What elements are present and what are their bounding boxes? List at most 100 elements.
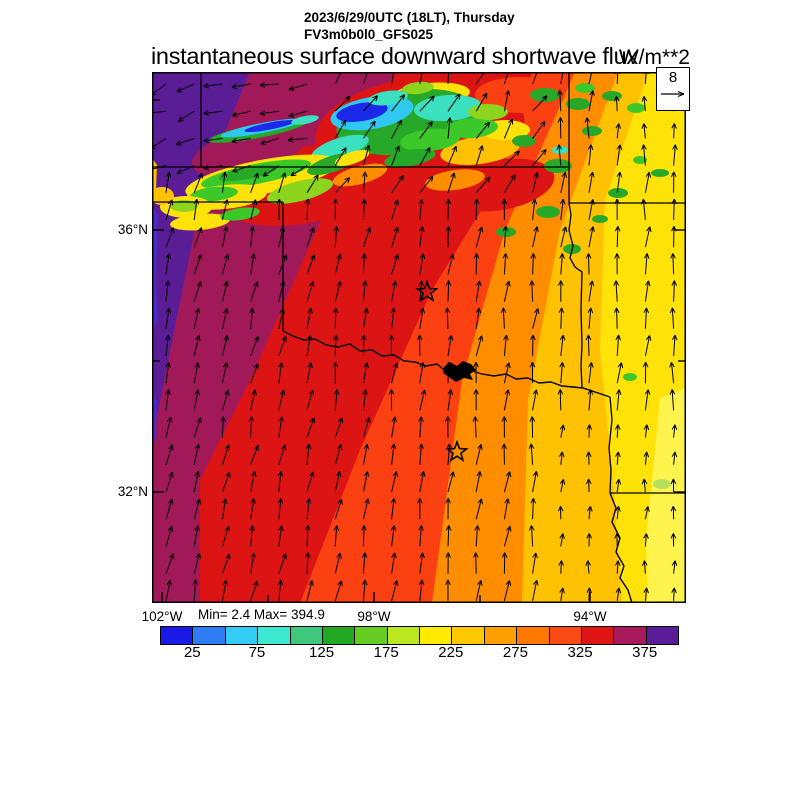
wind-arrow: [671, 123, 677, 139]
wind-arrow: [585, 253, 592, 275]
wind-arrow: [419, 72, 423, 85]
wind-arrow: [221, 253, 230, 275]
wind-arrow: [332, 307, 339, 329]
wind-arrow: [417, 497, 423, 520]
wind-arrow: [278, 389, 286, 411]
wind-arrow: [529, 361, 536, 384]
river-line: [609, 492, 633, 603]
wind-arrow: [334, 72, 342, 85]
wind-arrow: [193, 389, 200, 411]
wind-arrow: [390, 498, 397, 520]
cloud-blob: [530, 88, 560, 102]
wind-arrow: [193, 471, 201, 493]
wind-arrow: [588, 362, 594, 384]
wind-arrow: [419, 389, 427, 411]
wind-arrow: [259, 110, 279, 116]
wind-arrow: [221, 444, 231, 465]
flux-patch: [646, 388, 686, 603]
wind-arrow: [193, 307, 201, 329]
wind-arrow: [193, 281, 202, 302]
reference-vector-box: 8: [656, 67, 690, 111]
wind-arrow: [503, 471, 512, 493]
wind-arrow: [559, 533, 565, 547]
wind-arrow: [473, 361, 479, 384]
wind-arrow: [615, 123, 622, 139]
wind-arrow: [362, 120, 376, 139]
wind-arrow: [613, 280, 620, 302]
wind-arrow: [334, 177, 351, 194]
map-plot: [152, 72, 686, 603]
wind-arrow: [231, 83, 251, 90]
wind-arrow: [475, 280, 482, 302]
wind-arrow: [165, 579, 172, 601]
wind-arrow: [615, 478, 622, 493]
wind-arrow: [528, 443, 535, 465]
wind-arrow: [447, 334, 454, 357]
wind-arrow: [532, 95, 548, 112]
wind-arrow: [557, 389, 564, 411]
wind-arrow: [419, 95, 435, 112]
wind-arrow: [388, 334, 395, 357]
wind-arrow: [249, 307, 255, 329]
wind-arrow: [193, 227, 203, 248]
wind-arrow: [585, 451, 592, 465]
wind-arrow: [361, 552, 368, 574]
cloud-blob: [608, 188, 628, 198]
wind-arrow: [588, 226, 595, 248]
wind-arrow: [584, 117, 591, 139]
cloud-blob: [244, 119, 296, 133]
plot-title: instantaneous surface downward shortwave…: [151, 43, 638, 69]
wind-arrow: [334, 552, 342, 574]
wind-arrow: [670, 505, 677, 520]
wind-arrow: [670, 253, 676, 275]
wind-arrow: [670, 478, 677, 493]
wind-arrow: [221, 226, 229, 248]
wind-arrow: [502, 253, 509, 275]
wind-arrow: [333, 525, 340, 547]
wind-arrow: [165, 498, 174, 520]
wind-arrow: [391, 119, 403, 139]
wind-arrow: [644, 389, 651, 411]
colorbar-cell: [484, 627, 518, 644]
wind-arrow: [641, 144, 647, 166]
wind-arrow: [671, 280, 678, 302]
wind-arrow: [278, 254, 288, 275]
wind-arrow: [503, 280, 511, 302]
wind-arrow: [362, 307, 369, 329]
lat-label: 36°N: [117, 222, 148, 237]
wind-arrow: [671, 451, 678, 465]
wind-arrow: [221, 307, 229, 329]
wind-arrow: [193, 525, 200, 547]
wind-arrow: [473, 198, 480, 221]
wind-arrow: [250, 580, 259, 601]
wind-arrow: [475, 444, 483, 465]
wind-arrow: [475, 92, 488, 112]
map-frame: [152, 72, 686, 603]
cloud-blob: [582, 126, 602, 136]
wind-arrow: [332, 361, 339, 384]
wind-arrow: [277, 498, 284, 520]
wind-arrow: [530, 253, 537, 275]
wind-arrow: [445, 225, 451, 248]
wind-arrow: [474, 525, 480, 547]
cloud-blob: [368, 90, 408, 106]
cloud-blob: [402, 81, 434, 95]
wind-arrow: [334, 444, 343, 465]
wind-arrow: [587, 506, 593, 520]
wind-arrow: [614, 533, 620, 547]
wind-arrow: [560, 72, 564, 85]
wind-arrow: [306, 580, 314, 601]
wind-arrow: [419, 362, 426, 384]
lon-label: 98°W: [357, 609, 391, 624]
lake-shape: [443, 361, 476, 382]
wind-arrow: [193, 417, 202, 438]
minmax-stats: Min= 2.4 Max= 394.9: [198, 607, 325, 622]
wind-arrow: [165, 525, 174, 547]
wind-arrow: [362, 498, 370, 520]
wind-arrow: [362, 280, 368, 302]
cloud-blob: [602, 91, 622, 101]
wind-arrow: [615, 451, 621, 465]
wind-arrow: [304, 198, 311, 221]
wind-arrow: [305, 498, 312, 520]
wind-arrow: [447, 471, 455, 493]
